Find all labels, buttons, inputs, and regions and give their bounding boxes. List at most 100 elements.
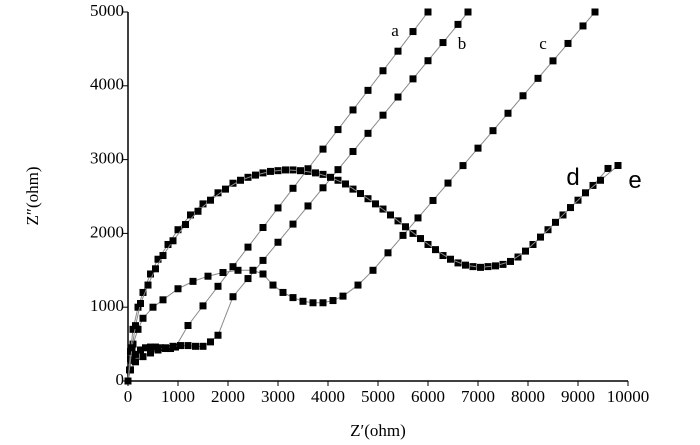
marker bbox=[194, 207, 202, 215]
x-tick-label: 6000 bbox=[411, 387, 445, 406]
y-tick-label: 2000 bbox=[90, 222, 124, 241]
marker bbox=[459, 162, 467, 170]
marker bbox=[454, 20, 462, 28]
marker bbox=[199, 200, 207, 208]
marker bbox=[299, 297, 307, 305]
marker bbox=[549, 57, 557, 65]
marker bbox=[582, 189, 589, 197]
marker bbox=[149, 303, 157, 311]
marker bbox=[444, 179, 452, 187]
marker bbox=[387, 211, 394, 219]
marker bbox=[207, 196, 214, 204]
marker bbox=[147, 270, 154, 278]
marker bbox=[129, 325, 137, 333]
marker bbox=[537, 233, 544, 241]
marker bbox=[252, 171, 259, 179]
marker bbox=[249, 266, 257, 274]
marker bbox=[192, 342, 199, 350]
marker bbox=[534, 74, 542, 82]
marker bbox=[134, 303, 142, 311]
marker bbox=[199, 302, 207, 310]
marker bbox=[152, 265, 159, 273]
marker bbox=[319, 170, 327, 178]
x-tick-label: 3000 bbox=[261, 387, 295, 406]
marker bbox=[219, 269, 227, 277]
marker bbox=[604, 164, 612, 172]
marker bbox=[289, 184, 297, 192]
series-line bbox=[127, 11, 469, 382]
marker bbox=[169, 237, 177, 245]
marker bbox=[154, 255, 162, 263]
marker bbox=[477, 263, 484, 271]
marker bbox=[579, 22, 587, 30]
marker bbox=[189, 277, 197, 285]
marker bbox=[591, 8, 599, 16]
marker bbox=[139, 288, 147, 296]
marker bbox=[447, 255, 454, 263]
marker bbox=[402, 223, 409, 231]
series-label: d bbox=[566, 164, 579, 191]
x-tick-label: 5000 bbox=[361, 387, 395, 406]
marker bbox=[414, 214, 422, 222]
marker bbox=[164, 240, 172, 248]
marker bbox=[409, 229, 417, 237]
marker bbox=[304, 202, 312, 210]
marker bbox=[267, 167, 274, 175]
marker bbox=[514, 253, 522, 261]
marker bbox=[357, 190, 364, 198]
marker bbox=[504, 109, 512, 117]
marker bbox=[162, 344, 169, 352]
y-tick-label: 5000 bbox=[90, 1, 124, 20]
marker bbox=[474, 144, 482, 152]
marker bbox=[142, 344, 149, 352]
marker bbox=[354, 281, 362, 289]
marker bbox=[499, 260, 507, 268]
marker bbox=[369, 266, 377, 274]
marker bbox=[234, 266, 242, 274]
y-tick-label: 4000 bbox=[90, 75, 124, 94]
marker bbox=[147, 349, 154, 357]
marker bbox=[207, 338, 214, 346]
marker bbox=[312, 169, 319, 177]
marker bbox=[349, 106, 357, 114]
marker bbox=[522, 247, 529, 255]
marker bbox=[439, 39, 447, 47]
x-tick-label: 0 bbox=[124, 387, 133, 406]
x-tick-label: 9000 bbox=[561, 387, 595, 406]
marker bbox=[372, 200, 379, 208]
marker bbox=[132, 358, 139, 366]
marker bbox=[334, 126, 342, 134]
marker bbox=[289, 294, 297, 302]
marker bbox=[424, 8, 432, 16]
marker bbox=[244, 275, 252, 283]
marker bbox=[489, 127, 497, 135]
marker bbox=[184, 342, 192, 350]
series-label: c bbox=[539, 34, 547, 53]
marker bbox=[214, 282, 222, 290]
marker bbox=[342, 180, 349, 188]
marker bbox=[274, 238, 282, 246]
marker bbox=[127, 347, 134, 355]
x-tick-label: 1000 bbox=[161, 387, 195, 406]
marker bbox=[464, 8, 472, 16]
series-label: e bbox=[628, 167, 641, 194]
marker bbox=[462, 261, 469, 269]
marker bbox=[567, 204, 574, 212]
marker bbox=[184, 322, 192, 330]
marker bbox=[139, 314, 147, 322]
marker bbox=[429, 196, 437, 204]
marker bbox=[409, 28, 417, 36]
marker bbox=[144, 281, 152, 289]
marker bbox=[432, 246, 439, 254]
x-axis-label: Z′(ohm) bbox=[350, 421, 406, 440]
x-tick-label: 7000 bbox=[461, 387, 495, 406]
marker bbox=[379, 111, 387, 119]
series-label: a bbox=[391, 21, 399, 40]
marker bbox=[327, 173, 334, 181]
marker bbox=[409, 75, 417, 83]
marker bbox=[349, 147, 357, 155]
marker bbox=[177, 342, 184, 350]
y-axis-label: Z″(ohm) bbox=[23, 166, 42, 225]
marker bbox=[597, 176, 604, 184]
